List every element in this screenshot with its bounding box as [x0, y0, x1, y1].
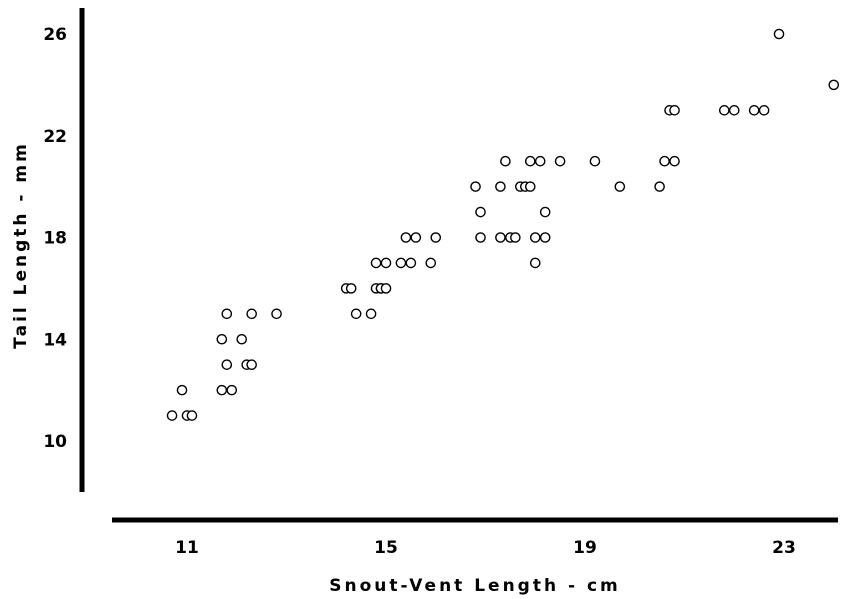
data-point: [430, 232, 442, 243]
data-point: [380, 257, 392, 269]
data-point: [758, 105, 770, 116]
data-point: [659, 155, 670, 167]
data-point: [221, 308, 233, 320]
data-point: [395, 257, 407, 269]
data-point: [186, 410, 198, 421]
data-point: [773, 28, 785, 40]
x-axis-title: Snout-Vent Length - cm: [329, 576, 621, 596]
data-point: [236, 333, 248, 345]
data-point: [669, 105, 680, 116]
data-point: [365, 308, 377, 320]
data-point: [495, 232, 506, 243]
x-tick-label: 19: [573, 538, 597, 558]
data-point: [554, 155, 566, 167]
data-point: [475, 206, 486, 218]
y-tick-label: 14: [43, 330, 67, 350]
data-point: [216, 333, 228, 345]
data-point: [500, 155, 511, 167]
y-tick-label: 18: [43, 229, 67, 249]
data-point: [539, 206, 551, 218]
data-point: [510, 232, 521, 243]
data-point: [246, 308, 257, 320]
data-point: [405, 257, 417, 269]
y-tick-labels: 10 14 18 22 26: [43, 25, 67, 452]
x-tick-labels: 11 15 19 23: [175, 538, 796, 558]
y-tick-label: 10: [43, 432, 67, 452]
data-point: [350, 308, 362, 320]
data-point: [410, 232, 422, 243]
data-point: [654, 181, 665, 192]
data-point: [529, 257, 541, 269]
data-point: [534, 155, 546, 167]
x-tick-label: 15: [374, 538, 398, 558]
data-points: [166, 28, 840, 421]
y-axis-title: Tail Length - mm: [11, 141, 31, 349]
data-point: [589, 155, 601, 167]
data-point: [380, 283, 392, 294]
data-point: [400, 232, 412, 243]
data-point: [748, 105, 760, 116]
data-point: [614, 181, 626, 192]
data-point: [345, 283, 357, 294]
data-point: [524, 181, 536, 192]
y-tick-label: 26: [43, 25, 67, 45]
data-point: [176, 384, 188, 396]
data-point: [539, 232, 551, 243]
data-point: [370, 257, 382, 269]
data-point: [495, 181, 506, 192]
x-tick-label: 23: [772, 538, 796, 558]
x-tick-label: 11: [175, 538, 199, 558]
data-point: [216, 384, 228, 396]
data-point: [719, 105, 730, 116]
data-point: [271, 308, 282, 320]
data-point: [166, 410, 178, 421]
data-point: [246, 359, 257, 370]
data-point: [470, 181, 481, 192]
data-point: [728, 105, 740, 116]
data-point: [425, 257, 437, 269]
data-point: [669, 155, 680, 167]
data-point: [524, 155, 536, 167]
y-tick-label: 22: [43, 127, 67, 147]
data-point: [475, 232, 486, 243]
data-point: [226, 384, 238, 396]
data-point: [828, 79, 840, 91]
data-point: [529, 232, 541, 243]
data-point: [221, 359, 233, 370]
